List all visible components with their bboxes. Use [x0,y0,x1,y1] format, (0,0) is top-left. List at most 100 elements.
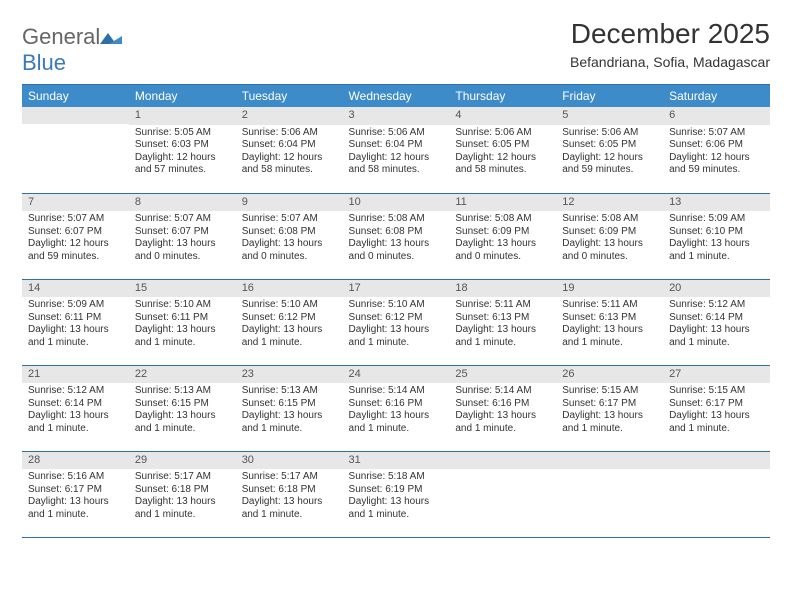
sunrise-text: Sunrise: 5:09 AM [28,299,123,312]
sunset-text: Sunset: 6:07 PM [28,226,123,239]
sunrise-text: Sunrise: 5:07 AM [669,127,764,140]
sunset-text: Sunset: 6:17 PM [28,484,123,497]
page-subtitle: Befandriana, Sofia, Madagascar [570,54,770,70]
daylight-text: Daylight: 13 hours and 1 minute. [349,410,444,435]
sunrise-text: Sunrise: 5:18 AM [349,471,444,484]
sunset-text: Sunset: 6:04 PM [349,139,444,152]
weekday-header: Thursday [449,85,556,107]
daylight-text: Daylight: 13 hours and 0 minutes. [562,238,657,263]
day-number: 8 [129,194,236,212]
daylight-text: Daylight: 13 hours and 1 minute. [349,496,444,521]
calendar-cell: 8Sunrise: 5:07 AMSunset: 6:07 PMDaylight… [129,193,236,279]
sunrise-text: Sunrise: 5:06 AM [349,127,444,140]
weekday-header: Saturday [663,85,770,107]
cell-body: Sunrise: 5:09 AMSunset: 6:11 PMDaylight:… [22,297,129,353]
day-number: 11 [449,194,556,212]
day-number: 19 [556,280,663,298]
day-number: 17 [343,280,450,298]
sunrise-text: Sunrise: 5:06 AM [242,127,337,140]
calendar-cell: 23Sunrise: 5:13 AMSunset: 6:15 PMDayligh… [236,365,343,451]
sunset-text: Sunset: 6:03 PM [135,139,230,152]
day-number: 25 [449,366,556,384]
daylight-text: Daylight: 13 hours and 1 minute. [135,324,230,349]
weekday-header: Monday [129,85,236,107]
daylight-text: Daylight: 13 hours and 0 minutes. [349,238,444,263]
daylight-text: Daylight: 13 hours and 1 minute. [455,324,550,349]
day-number: 28 [22,452,129,470]
day-number: 2 [236,107,343,125]
sunset-text: Sunset: 6:16 PM [349,398,444,411]
cell-body: Sunrise: 5:06 AMSunset: 6:04 PMDaylight:… [236,125,343,181]
calendar-cell: 1Sunrise: 5:05 AMSunset: 6:03 PMDaylight… [129,107,236,193]
cell-body: Sunrise: 5:08 AMSunset: 6:08 PMDaylight:… [343,211,450,267]
calendar-cell: 20Sunrise: 5:12 AMSunset: 6:14 PMDayligh… [663,279,770,365]
sunrise-text: Sunrise: 5:09 AM [669,213,764,226]
sunset-text: Sunset: 6:09 PM [455,226,550,239]
sunset-text: Sunset: 6:18 PM [135,484,230,497]
sunset-text: Sunset: 6:12 PM [242,312,337,325]
sunrise-text: Sunrise: 5:11 AM [562,299,657,312]
calendar-cell: 19Sunrise: 5:11 AMSunset: 6:13 PMDayligh… [556,279,663,365]
sunrise-text: Sunrise: 5:15 AM [669,385,764,398]
day-number: 1 [129,107,236,125]
sunrise-text: Sunrise: 5:06 AM [455,127,550,140]
calendar-cell [22,107,129,193]
weekday-header: Tuesday [236,85,343,107]
day-number: 26 [556,366,663,384]
cell-body: Sunrise: 5:11 AMSunset: 6:13 PMDaylight:… [556,297,663,353]
calendar-cell: 13Sunrise: 5:09 AMSunset: 6:10 PMDayligh… [663,193,770,279]
cell-body: Sunrise: 5:08 AMSunset: 6:09 PMDaylight:… [449,211,556,267]
sunrise-text: Sunrise: 5:14 AM [349,385,444,398]
daylight-text: Daylight: 12 hours and 59 minutes. [28,238,123,263]
sunrise-text: Sunrise: 5:06 AM [562,127,657,140]
daylight-text: Daylight: 12 hours and 58 minutes. [242,152,337,177]
cell-body: Sunrise: 5:15 AMSunset: 6:17 PMDaylight:… [556,383,663,439]
calendar-cell: 25Sunrise: 5:14 AMSunset: 6:16 PMDayligh… [449,365,556,451]
calendar-cell [556,451,663,537]
daylight-text: Daylight: 13 hours and 1 minute. [562,324,657,349]
day-number: 30 [236,452,343,470]
sunset-text: Sunset: 6:06 PM [669,139,764,152]
sunset-text: Sunset: 6:10 PM [669,226,764,239]
calendar-row: 21Sunrise: 5:12 AMSunset: 6:14 PM Dayligh… [22,365,770,451]
day-number: 14 [22,280,129,298]
logo-blue: Blue [22,50,66,75]
daylight-text: Daylight: 13 hours and 1 minute. [669,324,764,349]
day-number: 29 [129,452,236,470]
sunset-text: Sunset: 6:15 PM [135,398,230,411]
daylight-text: Daylight: 13 hours and 0 minutes. [242,238,337,263]
sunset-text: Sunset: 6:14 PM [669,312,764,325]
cell-body: Sunrise: 5:14 AMSunset: 6:16 PMDaylight:… [343,383,450,439]
sunrise-text: Sunrise: 5:07 AM [242,213,337,226]
calendar-cell: 30Sunrise: 5:17 AMSunset: 6:18 PMDayligh… [236,451,343,537]
weekday-header: Sunday [22,85,129,107]
calendar-row: 7Sunrise: 5:07 AMSunset: 6:07 PMDaylight… [22,193,770,279]
daylight-text: Daylight: 12 hours and 58 minutes. [455,152,550,177]
cell-body: Sunrise: 5:06 AMSunset: 6:04 PMDaylight:… [343,125,450,181]
sunrise-text: Sunrise: 5:08 AM [455,213,550,226]
cell-body: Sunrise: 5:07 AMSunset: 6:07 PMDaylight:… [22,211,129,267]
calendar-cell: 6Sunrise: 5:07 AMSunset: 6:06 PMDaylight… [663,107,770,193]
sunset-text: Sunset: 6:18 PM [242,484,337,497]
day-number: 24 [343,366,450,384]
cell-body: Sunrise: 5:13 AMSunset: 6:15 PMDaylight:… [236,383,343,439]
daylight-text: Daylight: 12 hours and 58 minutes. [349,152,444,177]
calendar-cell: 18Sunrise: 5:11 AMSunset: 6:13 PMDayligh… [449,279,556,365]
logo-text: General Blue [22,24,122,76]
sunrise-text: Sunrise: 5:10 AM [135,299,230,312]
daylight-text: Daylight: 12 hours and 57 minutes. [135,152,230,177]
day-number [663,452,770,469]
calendar-cell: 29Sunrise: 5:17 AMSunset: 6:18 PMDayligh… [129,451,236,537]
page-title: December 2025 [570,18,770,50]
calendar-row: 1Sunrise: 5:05 AMSunset: 6:03 PMDaylight… [22,107,770,193]
calendar-cell: 17Sunrise: 5:10 AMSunset: 6:12 PMDayligh… [343,279,450,365]
cell-body: Sunrise: 5:06 AMSunset: 6:05 PMDaylight:… [556,125,663,181]
sunrise-text: Sunrise: 5:12 AM [28,385,123,398]
daylight-text: Daylight: 13 hours and 1 minute. [242,324,337,349]
sunset-text: Sunset: 6:14 PM [28,398,123,411]
day-number: 21 [22,366,129,384]
sunset-text: Sunset: 6:12 PM [349,312,444,325]
calendar-cell: 11Sunrise: 5:08 AMSunset: 6:09 PMDayligh… [449,193,556,279]
calendar-cell [449,451,556,537]
sunrise-text: Sunrise: 5:14 AM [455,385,550,398]
